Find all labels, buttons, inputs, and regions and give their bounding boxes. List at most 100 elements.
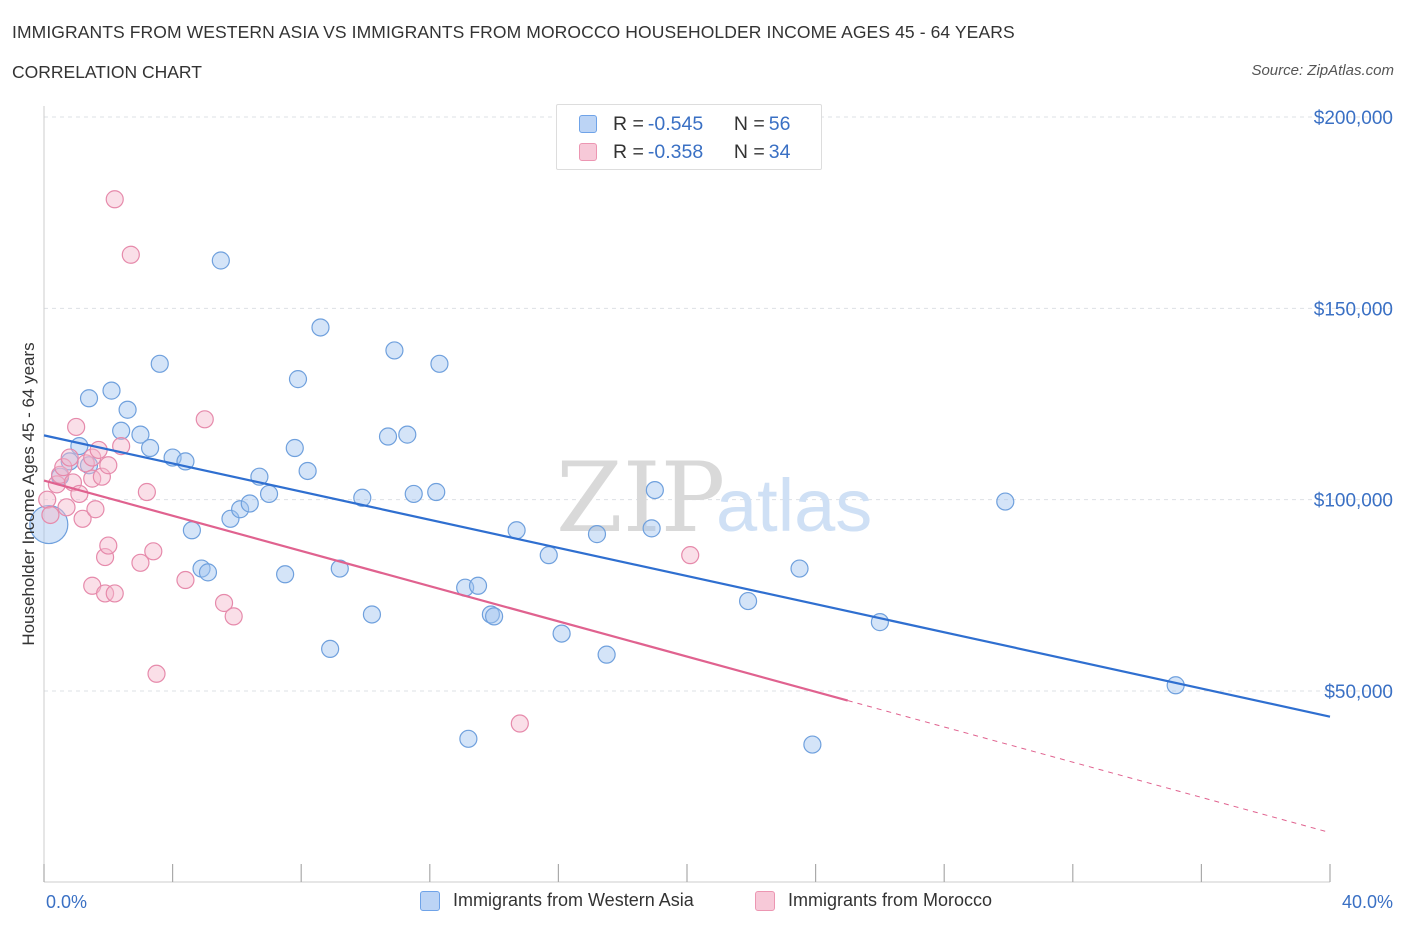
data-point xyxy=(150,354,169,373)
data-point xyxy=(137,482,156,502)
trend-line-morocco xyxy=(43,479,849,702)
data-point xyxy=(105,190,124,209)
trend-line-western-asia xyxy=(43,434,1331,718)
data-point xyxy=(259,484,279,504)
data-point xyxy=(182,521,201,540)
data-point xyxy=(642,519,661,538)
legend-item-western-asia[interactable]: Immigrants from Western Asia xyxy=(420,890,694,911)
trend-lines xyxy=(43,434,1331,834)
data-point xyxy=(176,570,195,590)
data-point xyxy=(211,251,230,270)
data-point xyxy=(485,607,504,626)
data-point xyxy=(131,425,150,444)
grid-lines xyxy=(44,116,1394,692)
data-point xyxy=(92,467,111,486)
data-point xyxy=(131,553,150,572)
data-point xyxy=(99,536,118,555)
y-tick-label: $50,000 xyxy=(1324,682,1393,703)
data-point xyxy=(118,400,137,419)
data-point xyxy=(738,591,758,611)
data-point xyxy=(276,565,295,584)
data-point xyxy=(587,525,607,544)
data-point xyxy=(507,521,526,540)
correlation-legend: R = -0.545 N = 56 R = -0.358 N = 34 xyxy=(556,104,822,170)
data-point xyxy=(298,461,317,481)
data-point xyxy=(86,500,105,519)
x-tick-label: 40.0% xyxy=(1342,892,1393,912)
series-legend: Immigrants from Western Asia Immigrants … xyxy=(0,890,1406,916)
data-point xyxy=(73,509,92,528)
legend-swatch-blue xyxy=(420,890,440,911)
data-point xyxy=(140,438,160,458)
data-point xyxy=(240,494,259,513)
y-tick-label: $100,000 xyxy=(1314,491,1393,512)
data-point xyxy=(645,481,664,500)
data-point xyxy=(95,584,115,603)
data-point xyxy=(57,498,76,517)
data-point xyxy=(195,410,214,429)
data-point xyxy=(321,639,340,659)
legend-n-value: 34 xyxy=(768,140,791,163)
data-point xyxy=(112,421,131,440)
data-point xyxy=(353,488,372,507)
data-point xyxy=(288,370,308,389)
data-point xyxy=(54,458,73,477)
y-tick-label: $150,000 xyxy=(1314,299,1393,320)
axes xyxy=(43,106,1331,883)
data-point xyxy=(481,605,500,624)
y-tick-label: $200,000 xyxy=(1314,108,1393,129)
data-point xyxy=(404,484,423,504)
data-point xyxy=(362,605,382,624)
data-point xyxy=(221,509,240,528)
legend-item-morocco[interactable]: Immigrants from Morocco xyxy=(755,890,992,911)
legend-label-western-asia: Immigrants from Western Asia xyxy=(453,890,694,910)
chart-subtitle: CORRELATION CHART xyxy=(12,62,202,82)
watermark: ZIP atlas xyxy=(556,442,872,554)
data-point xyxy=(95,547,115,567)
data-point xyxy=(468,576,488,595)
data-point xyxy=(29,504,69,545)
data-point xyxy=(41,505,60,525)
data-point xyxy=(510,714,529,733)
legend-r-label: R = xyxy=(613,140,644,163)
watermark-zip: ZIP xyxy=(556,442,725,554)
data-point xyxy=(996,492,1015,511)
data-point xyxy=(144,542,163,561)
source-note: Source: ZipAtlas.com xyxy=(1251,62,1394,79)
legend-row-morocco: R = -0.358 N = 34 xyxy=(579,139,790,165)
data-point xyxy=(89,440,108,460)
data-point xyxy=(539,546,558,565)
data-point xyxy=(121,245,140,264)
data-point xyxy=(231,500,250,519)
data-point xyxy=(430,354,449,373)
data-point xyxy=(552,624,571,643)
data-point xyxy=(79,389,99,408)
data-point xyxy=(198,563,218,582)
legend-r-label: R = xyxy=(613,112,644,135)
data-point xyxy=(38,490,57,509)
y-tick-labels: $50,000 $100,000 $150,000 $200,000 xyxy=(1314,108,1393,703)
data-point xyxy=(147,664,166,683)
legend-swatch-pink xyxy=(579,143,597,161)
data-point xyxy=(385,341,404,360)
data-point xyxy=(398,425,417,444)
legend-label-morocco: Immigrants from Morocco xyxy=(788,890,993,910)
data-point xyxy=(224,607,243,626)
x-tick-label: 0.0% xyxy=(46,892,87,912)
legend-r-value: -0.358 xyxy=(647,140,704,163)
data-point xyxy=(330,559,349,578)
legend-r-value: -0.545 xyxy=(647,112,704,135)
data-point xyxy=(427,482,446,502)
series-western-asia-points xyxy=(29,251,1185,754)
legend-n-label: N = xyxy=(733,112,765,135)
data-point xyxy=(681,546,700,565)
data-point xyxy=(803,735,822,754)
legend-swatch-pink xyxy=(755,890,775,911)
data-point xyxy=(67,417,86,437)
data-point xyxy=(60,448,79,467)
legend-swatch-blue xyxy=(579,115,597,133)
data-point xyxy=(99,456,118,475)
trend-line-morocco-extension xyxy=(847,700,1331,834)
data-point xyxy=(459,729,478,748)
